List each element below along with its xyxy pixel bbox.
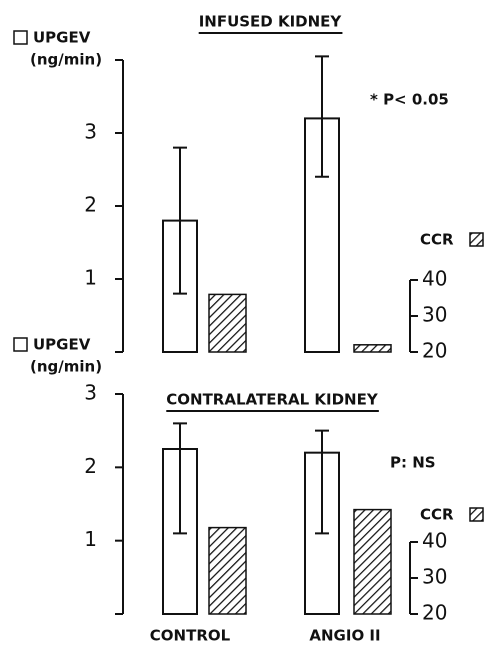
y-tick-label: 3 <box>84 381 97 405</box>
y-axis-label: UPGEV <box>33 29 91 47</box>
error-bar <box>173 146 187 295</box>
legend-swatch <box>469 232 484 247</box>
x-tick-label: ANGIO II <box>309 627 380 645</box>
legend-swatch <box>13 30 28 45</box>
y2-tick-label: 30 <box>422 565 447 589</box>
error-bar <box>315 55 329 178</box>
panel-title: CONTRALATERAL KIDNEY <box>166 391 379 409</box>
y-axis-unit: (ng/min) <box>30 358 102 376</box>
y2-tick-label: 40 <box>422 267 447 291</box>
y-axis-unit: (ng/min) <box>30 51 102 69</box>
y2-tick-label: 40 <box>422 529 447 553</box>
legend-swatch <box>13 337 28 352</box>
y-tick-label: 1 <box>84 527 97 551</box>
annotation: * P< 0.05 <box>370 91 449 109</box>
y-axis-label: UPGEV <box>33 336 91 354</box>
panel-title: INFUSED KIDNEY <box>199 13 343 31</box>
error-bar <box>315 429 329 535</box>
y2-tick-label: 30 <box>422 303 447 327</box>
y2-tick-label: 20 <box>422 339 447 363</box>
y-tick-label: 3 <box>84 120 97 144</box>
y2-axis-label: CCR <box>420 506 454 524</box>
y-tick-label: 2 <box>84 454 97 478</box>
bar <box>353 508 392 615</box>
bar <box>353 344 392 353</box>
legend-swatch <box>469 507 484 522</box>
y-tick-label: 1 <box>84 266 97 290</box>
y2-tick-label: 20 <box>422 601 447 625</box>
y2-axis-label: CCR <box>420 231 454 249</box>
y-tick-label: 2 <box>84 193 97 217</box>
error-bar <box>173 422 187 535</box>
annotation: P: NS <box>390 454 436 472</box>
x-tick-label: CONTROL <box>150 627 231 645</box>
bar <box>208 293 247 353</box>
bar <box>208 526 247 615</box>
